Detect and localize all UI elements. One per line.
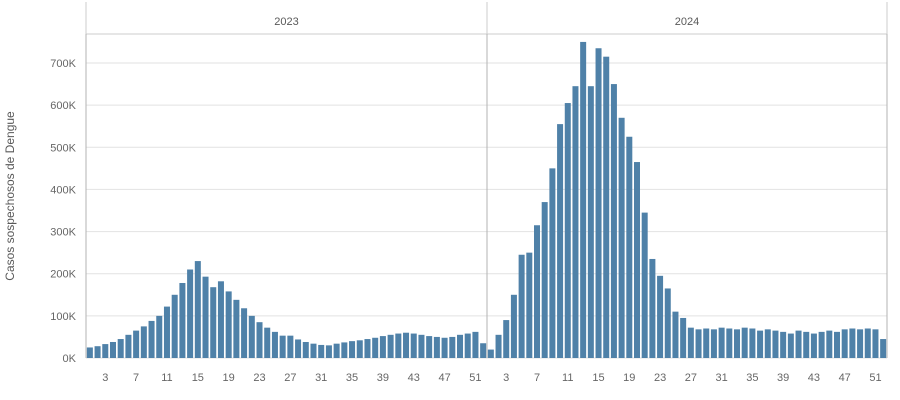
- svg-text:700K: 700K: [50, 58, 76, 70]
- svg-text:35: 35: [346, 372, 358, 384]
- svg-text:19: 19: [223, 372, 235, 384]
- svg-text:100K: 100K: [50, 311, 76, 323]
- svg-text:2024: 2024: [675, 16, 699, 28]
- svg-text:39: 39: [777, 372, 789, 384]
- svg-text:31: 31: [315, 372, 327, 384]
- svg-text:15: 15: [592, 372, 604, 384]
- svg-text:11: 11: [562, 372, 573, 384]
- svg-text:39: 39: [377, 372, 389, 384]
- svg-text:0K: 0K: [63, 353, 77, 365]
- svg-text:3: 3: [503, 372, 509, 384]
- svg-text:43: 43: [808, 372, 820, 384]
- svg-text:11: 11: [161, 372, 172, 384]
- svg-text:51: 51: [869, 372, 881, 384]
- svg-text:51: 51: [469, 372, 481, 384]
- svg-text:27: 27: [284, 372, 296, 384]
- svg-text:3: 3: [102, 372, 108, 384]
- svg-text:7: 7: [133, 372, 139, 384]
- svg-text:43: 43: [408, 372, 420, 384]
- svg-text:500K: 500K: [50, 142, 76, 154]
- svg-text:300K: 300K: [50, 227, 76, 239]
- svg-text:Casos sospechosos de Dengue: Casos sospechosos de Dengue: [3, 111, 17, 281]
- svg-text:27: 27: [685, 372, 697, 384]
- svg-text:23: 23: [654, 372, 666, 384]
- svg-text:200K: 200K: [50, 269, 76, 281]
- svg-text:35: 35: [746, 372, 758, 384]
- svg-text:600K: 600K: [50, 100, 76, 112]
- svg-text:23: 23: [253, 372, 265, 384]
- svg-text:47: 47: [438, 372, 450, 384]
- svg-text:31: 31: [715, 372, 727, 384]
- svg-text:2023: 2023: [274, 16, 298, 28]
- svg-text:7: 7: [534, 372, 540, 384]
- svg-text:15: 15: [192, 372, 204, 384]
- svg-text:47: 47: [839, 372, 851, 384]
- svg-text:19: 19: [623, 372, 635, 384]
- svg-text:400K: 400K: [50, 184, 76, 196]
